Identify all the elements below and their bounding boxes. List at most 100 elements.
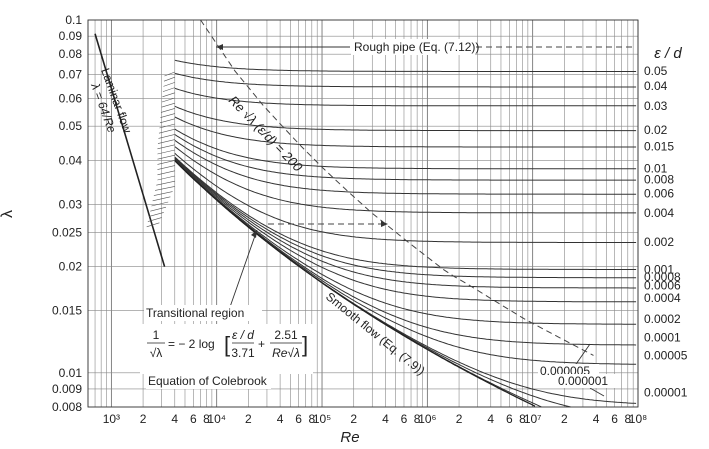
transitional-label-bg — [144, 305, 262, 321]
right-axis-label: ε / d — [654, 45, 682, 62]
roughness-label: 0.01 — [644, 161, 668, 175]
x-tick-label: 8 — [624, 412, 631, 426]
rough-pipe-arrowhead — [216, 44, 223, 50]
x-tick-label: 6 — [401, 412, 408, 426]
x-tick-label: 8 — [203, 412, 210, 426]
hatch-line — [160, 108, 175, 113]
hatch-line — [160, 113, 175, 118]
hatch-line — [146, 222, 160, 228]
hatch-line — [157, 160, 175, 165]
roughness-curve — [174, 87, 637, 107]
roughness-label: 0.001 — [644, 263, 674, 277]
colebrook-box — [140, 324, 313, 374]
roughness-curve — [174, 156, 637, 270]
hatch-line — [157, 144, 175, 150]
x-tick-label: 10⁷ — [524, 412, 542, 426]
y-tick-label: 0.07 — [59, 68, 83, 82]
x-tick-label: 10⁵ — [313, 412, 331, 426]
y-tick-label: 0.03 — [59, 197, 83, 211]
rough-pipe-label-bg — [351, 39, 475, 55]
transitional-label: Transitional region — [146, 306, 244, 320]
inline-label-bg-2 — [556, 374, 617, 388]
rough-pipe-label: Rough pipe (Eq. (7.12)) — [354, 40, 479, 54]
y-tick-label: 0.01 — [59, 366, 83, 380]
colebrook-bracket-right: ] — [302, 332, 308, 357]
x-tick-label: 2 — [350, 412, 357, 426]
roughness-curve — [174, 159, 637, 325]
hatch-line — [158, 128, 175, 134]
roughness-label: 0.006 — [644, 187, 674, 201]
hatch-line — [161, 97, 175, 103]
x-tick-label: 8 — [519, 412, 526, 426]
hatch-line — [152, 196, 171, 202]
roughness-label: 0.0001 — [644, 330, 681, 344]
y-axis-label: λ — [0, 210, 16, 218]
roughness-curve — [174, 158, 637, 289]
roughness-curve — [174, 152, 637, 243]
colebrook-mid: = − 2 log — [168, 337, 215, 351]
colebrook-caption-bg — [146, 373, 271, 389]
x-tick-label: 6 — [506, 412, 513, 426]
inline-label-pointer — [589, 387, 605, 397]
x-tick-label: 6 — [295, 412, 302, 426]
colebrook-lhs-den: √λ — [150, 346, 163, 360]
x-tick-label: 2 — [456, 412, 463, 426]
boundary-line-label: Re √λ (ε/d) = 200 — [226, 93, 306, 175]
transitional-arrowhead — [251, 230, 257, 238]
x-tick-label: 4 — [593, 412, 600, 426]
roughness-label: 0.04 — [644, 79, 668, 93]
roughness-curve — [174, 157, 637, 279]
hatch-line — [157, 139, 175, 144]
hatch-line — [158, 134, 175, 139]
x-tick-label: 4 — [171, 412, 178, 426]
colebrook-bracket-left: [ — [224, 332, 230, 357]
colebrook-caption: Equation of Colebrook — [148, 374, 268, 388]
roughness-label: 0.004 — [644, 206, 674, 220]
hatch-line — [155, 186, 175, 191]
hatch-line — [157, 154, 175, 160]
hatch-line — [157, 175, 175, 181]
roughness-curve — [174, 134, 637, 181]
x-tick-label: 10⁴ — [207, 412, 226, 426]
y-tick-label: 0.08 — [59, 47, 83, 61]
y-tick-label: 0.025 — [52, 225, 82, 239]
colebrook-equation: 1 √λ = − 2 log [ ε / d 3.71 + 2.51 Re√λ … — [140, 324, 313, 374]
x-tick-label: 4 — [277, 412, 284, 426]
plot-frame — [87, 19, 639, 408]
boundary-dashed-line — [200, 19, 594, 356]
roughness-curve — [174, 139, 637, 195]
x-axis-label: Re — [340, 429, 359, 446]
roughness-label: 0.0002 — [644, 312, 681, 326]
roughness-curve — [174, 158, 637, 303]
transitional-hatch — [146, 71, 175, 228]
roughness-label: 0.015 — [644, 139, 674, 153]
hatch-line — [164, 71, 175, 77]
x-tick-label: 2 — [561, 412, 568, 426]
hatch-line — [147, 217, 162, 222]
x-tick-label: 2 — [245, 412, 252, 426]
smooth-pipe-curve — [174, 160, 536, 407]
x-tick-label: 10⁶ — [418, 412, 436, 426]
y-tick-label: 0.04 — [59, 153, 83, 167]
x-tick-label: 4 — [487, 412, 494, 426]
roughness-label: 0.02 — [644, 123, 668, 137]
y-tick-label: 0.009 — [52, 382, 82, 396]
y-tick-label: 0.02 — [59, 260, 83, 274]
roughness-label: 0.00005 — [644, 348, 688, 362]
colebrook-t1-num: ε / d — [232, 328, 254, 342]
hatch-line — [148, 212, 164, 217]
roughness-curve — [174, 128, 637, 170]
colebrook-lhs-num: 1 — [153, 328, 160, 342]
hatch-line — [163, 82, 175, 87]
roughness-curve — [174, 72, 637, 88]
hatch-line — [156, 180, 175, 186]
transitional-dashed-arrowhead — [381, 221, 388, 227]
hatch-line — [162, 87, 175, 92]
x-tick-label: 10⁸ — [629, 412, 647, 426]
x-tick-label: 10³ — [103, 412, 120, 426]
hatch-line — [159, 123, 175, 129]
roughness-curve — [174, 105, 637, 132]
colebrook-t2-num: 2.51 — [274, 328, 298, 342]
y-tick-label: 0.05 — [59, 119, 83, 133]
